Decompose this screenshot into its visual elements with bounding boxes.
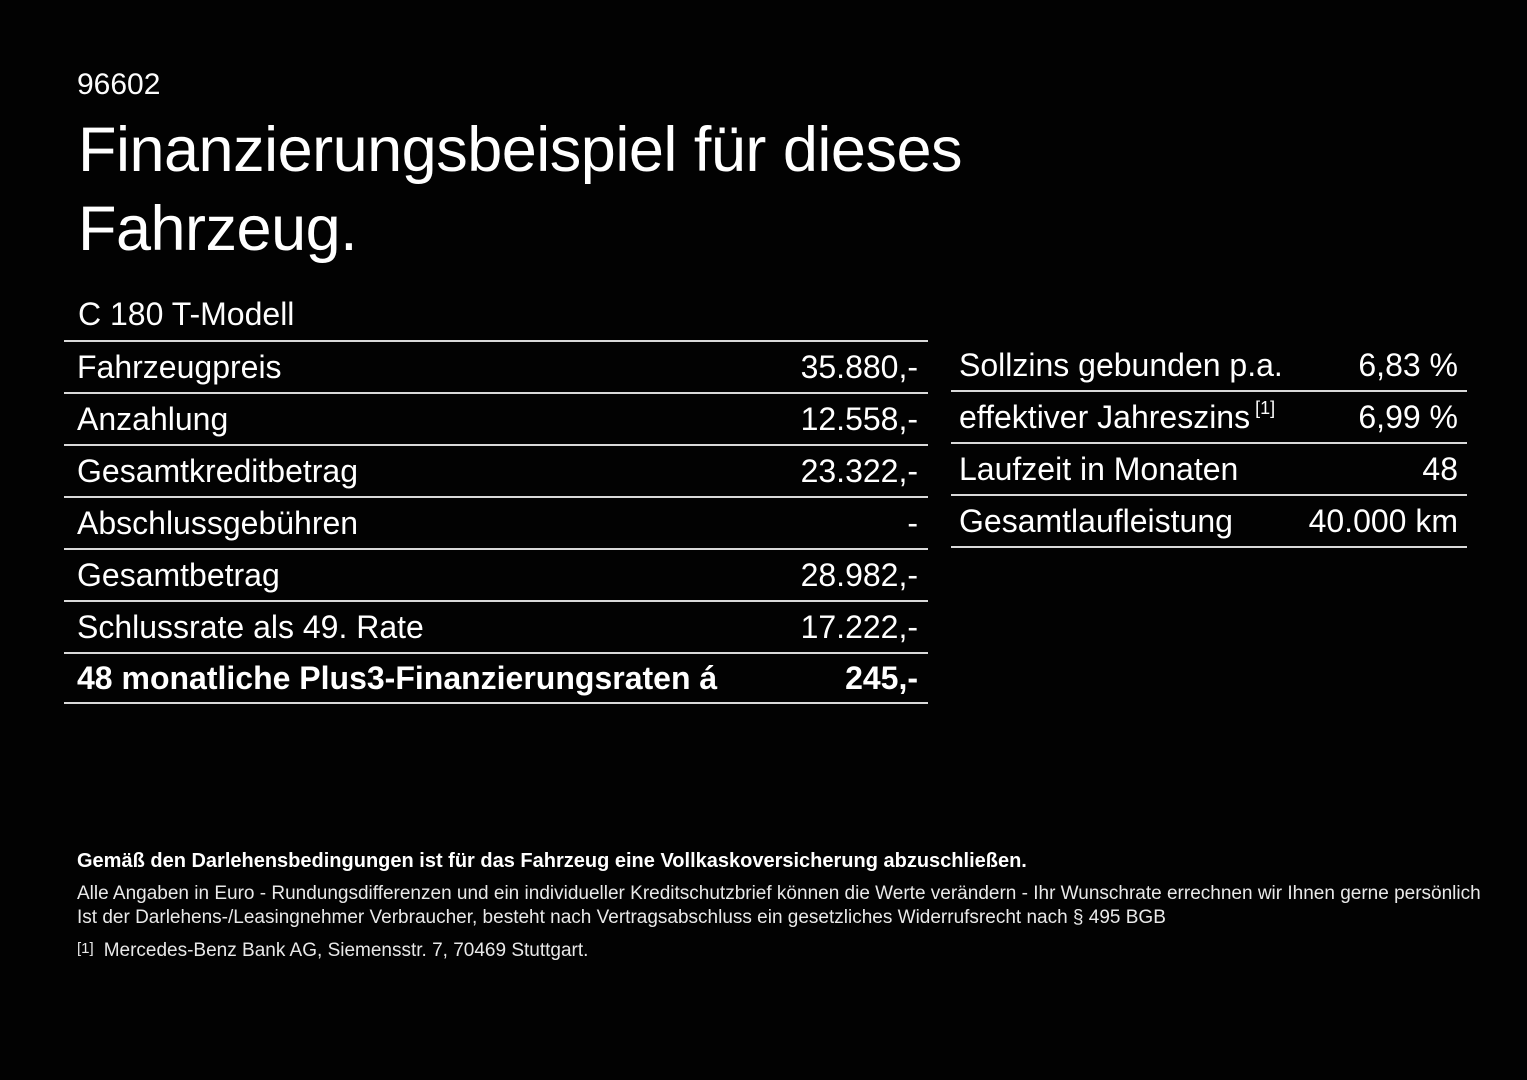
footnote-insurance: Gemäß den Darlehensbedingungen ist für d… (77, 850, 1027, 872)
table-row-gesamtbetrag: Gesamtbetrag 28.982,- (64, 548, 928, 600)
table-row-effektiver-jahreszins: effektiver Jahreszins [1] 6,99 % (951, 392, 1467, 444)
row-label: Fahrzeugpreis (77, 348, 282, 385)
row-label: Sollzins gebunden p.a. (959, 346, 1283, 383)
footnote-ref-text: Mercedes-Benz Bank AG, Siemensstr. 7, 70… (103, 940, 589, 961)
table-row-laufzeit: Laufzeit in Monaten 48 (951, 444, 1467, 496)
row-value: 6,99 % (1358, 398, 1458, 435)
footnote-marker: [1] (1255, 398, 1276, 418)
row-label: Gesamtbetrag (77, 556, 280, 593)
page-title-line1: Finanzierungsbeispiel für dieses (78, 115, 963, 185)
table-row-abschlussgebuehren: Abschlussgebühren - (64, 496, 928, 548)
footnote-ref-marker: [1] (77, 940, 94, 957)
table-row-anzahlung: Anzahlung 12.558,- (64, 392, 928, 444)
row-label-text: effektiver Jahreszins (959, 399, 1251, 435)
table-row-gesamtlaufleistung: Gesamtlaufleistung 40.000 km (951, 496, 1467, 548)
table-row-monatsrate: 48 monatliche Plus3-Finanzierungsraten á… (64, 652, 928, 704)
row-label: 48 monatliche Plus3-Finanzierungsraten á (77, 659, 718, 696)
row-label: Gesamtlaufleistung (959, 502, 1233, 539)
row-value: 12.558,- (800, 400, 918, 437)
row-value: 28.982,- (800, 556, 918, 593)
page-title-line2: Fahrzeug. (78, 194, 358, 264)
row-label: effektiver Jahreszins [1] (959, 398, 1275, 436)
row-value: 245,- (845, 659, 918, 696)
table-row-gesamtkreditbetrag: Gesamtkreditbetrag 23.322,- (64, 444, 928, 496)
row-label: Schlussrate als 49. Rate (77, 608, 424, 645)
row-label: Anzahlung (77, 400, 229, 437)
footnote-disclaimer: Alle Angaben in Euro - Rundungsdifferenz… (77, 883, 1481, 904)
financing-table: Fahrzeugpreis 35.880,- Anzahlung 12.558,… (64, 340, 928, 704)
row-value: 35.880,- (800, 348, 918, 385)
conditions-table: Sollzins gebunden p.a. 6,83 % effektiver… (951, 340, 1467, 548)
footnote-reference: [1] Mercedes-Benz Bank AG, Siemensstr. 7,… (77, 940, 588, 962)
row-value: 17.222,- (800, 608, 918, 645)
vehicle-model: C 180 T-Modell (78, 296, 295, 332)
offer-number: 96602 (77, 68, 161, 101)
footnote-withdrawal: Ist der Darlehens-/Leasingnehmer Verbrau… (77, 907, 1166, 928)
row-value: - (907, 504, 918, 541)
row-value: 23.322,- (800, 452, 918, 489)
row-label: Laufzeit in Monaten (959, 450, 1239, 487)
row-value: 6,83 % (1358, 346, 1458, 383)
row-value: 48 (1422, 450, 1458, 487)
table-row-fahrzeugpreis: Fahrzeugpreis 35.880,- (64, 340, 928, 392)
table-row-schlussrate: Schlussrate als 49. Rate 17.222,- (64, 600, 928, 652)
row-label: Abschlussgebühren (77, 504, 359, 541)
row-label: Gesamtkreditbetrag (77, 452, 359, 489)
row-value: 40.000 km (1308, 502, 1458, 539)
page-title: Finanzierungsbeispiel für dieses Fahrzeug… (78, 111, 963, 269)
table-row-sollzins: Sollzins gebunden p.a. 6,83 % (951, 340, 1467, 392)
